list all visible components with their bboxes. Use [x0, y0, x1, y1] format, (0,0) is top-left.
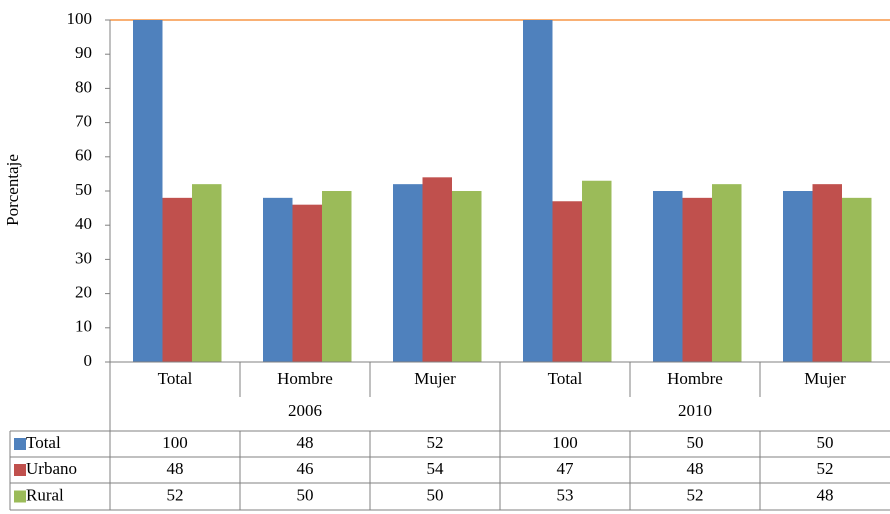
bar: [842, 197, 872, 362]
table-value: 48: [167, 459, 184, 478]
table-value: 52: [167, 485, 184, 504]
bar: [263, 197, 293, 362]
legend-label: Urbano: [26, 459, 77, 478]
bar: [292, 204, 322, 362]
table-value: 50: [817, 433, 834, 452]
y-tick-label: 10: [75, 317, 92, 336]
table-value: 50: [687, 433, 704, 452]
bar: [682, 197, 712, 362]
x-tick-label: Hombre: [277, 369, 333, 388]
y-tick-label: 30: [75, 248, 92, 267]
y-tick-label: 90: [75, 43, 92, 62]
legend-key: [14, 490, 26, 503]
table-value: 53: [557, 485, 574, 504]
table-value: 48: [297, 433, 314, 452]
y-tick-label: 50: [75, 180, 92, 199]
y-tick-label: 40: [75, 214, 92, 233]
x-tick-label: Mujer: [804, 369, 846, 388]
y-tick-label: 20: [75, 283, 92, 302]
bar: [783, 191, 813, 362]
y-axis-label: Porcentaje: [3, 154, 22, 226]
y-tick-label: 100: [67, 9, 93, 28]
bar: [322, 191, 352, 362]
bar: [393, 184, 423, 362]
group-label: 2006: [288, 401, 322, 420]
table-value: 46: [297, 459, 314, 478]
bar: [452, 191, 482, 362]
y-tick-label: 60: [75, 146, 92, 165]
bar: [712, 184, 742, 362]
table-value: 50: [427, 485, 444, 504]
table-value: 48: [687, 459, 704, 478]
table-value: 52: [817, 459, 834, 478]
bar: [653, 191, 683, 362]
bar: [162, 197, 192, 362]
table-value: 52: [687, 485, 704, 504]
table-value: 48: [817, 485, 834, 504]
x-tick-label: Total: [548, 369, 583, 388]
legend-label: Rural: [26, 485, 64, 504]
legend-key: [14, 438, 26, 450]
table-value: 54: [427, 459, 445, 478]
x-tick-label: Mujer: [414, 369, 456, 388]
bar: [422, 177, 452, 362]
legend-key: [14, 464, 26, 476]
legend-label: Total: [26, 433, 61, 452]
table-value: 100: [552, 433, 578, 452]
bar: [552, 201, 582, 362]
table-value: 100: [162, 433, 188, 452]
y-tick-label: 0: [84, 351, 93, 370]
bar: [523, 20, 553, 362]
group-label: 2010: [678, 401, 712, 420]
bar: [192, 184, 222, 362]
table-value: 52: [427, 433, 444, 452]
x-tick-label: Hombre: [667, 369, 723, 388]
table-value: 50: [297, 485, 314, 504]
x-tick-label: Total: [158, 369, 193, 388]
table-value: 47: [557, 459, 575, 478]
bar: [133, 20, 163, 362]
y-tick-label: 80: [75, 77, 92, 96]
bar: [582, 180, 612, 362]
bar: [812, 184, 842, 362]
y-tick-label: 70: [75, 112, 92, 131]
